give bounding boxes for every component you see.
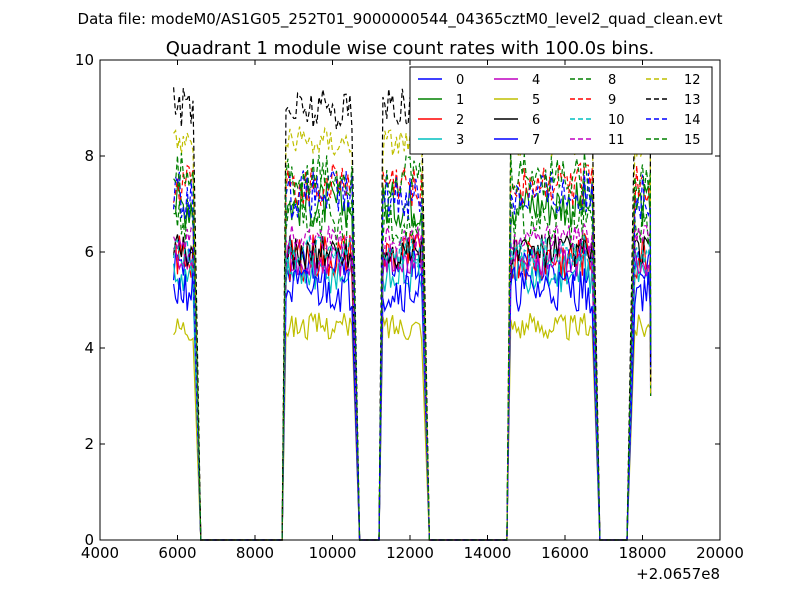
legend-label-1: 1 (456, 93, 464, 108)
x-axis-offset-label: +2.0657e8 (636, 565, 720, 583)
series-line-10 (173, 234, 652, 541)
legend-label-9: 9 (608, 93, 616, 108)
y-tick-label: 10 (75, 51, 94, 69)
x-tick-label: 8000 (236, 544, 274, 562)
y-tick-label: 4 (84, 339, 94, 357)
y-tick-label: 0 (84, 531, 94, 549)
legend-label-4: 4 (532, 73, 540, 88)
legend-label-15: 15 (684, 133, 701, 148)
x-tick-label: 12000 (386, 544, 434, 562)
legend-label-6: 6 (532, 113, 540, 128)
x-tick-label: 16000 (541, 544, 589, 562)
legend-label-0: 0 (456, 73, 464, 88)
legend-label-7: 7 (532, 133, 540, 148)
series-line-11 (173, 222, 652, 541)
y-tick-label: 6 (84, 243, 94, 261)
x-tick-label: 20000 (696, 544, 744, 562)
x-tick-label: 18000 (619, 544, 667, 562)
legend-label-12: 12 (684, 73, 701, 88)
legend-label-2: 2 (456, 113, 464, 128)
series-line-9 (173, 162, 652, 541)
x-tick-label: 14000 (464, 544, 512, 562)
x-tick-label: 6000 (158, 544, 196, 562)
series-line-4 (173, 245, 652, 541)
ticks-layer: 4000 6000 8000 10000 12000 14000 16000 18000 200… (75, 51, 744, 562)
chart-title: Quadrant 1 module wise count rates with … (166, 38, 655, 59)
legend-label-11: 11 (608, 133, 625, 148)
x-tick-label: 4000 (81, 544, 119, 562)
series-line-7 (173, 265, 652, 541)
x-tick-label: 10000 (309, 544, 357, 562)
series-line-15 (173, 152, 652, 541)
legend-label-5: 5 (532, 93, 540, 108)
y-tick-label: 2 (84, 435, 94, 453)
legend-frame (409, 66, 713, 155)
figure-suptitle: Data file: modeM0/AS1G05_252T01_90000005… (78, 10, 723, 29)
series-line-8 (173, 196, 652, 541)
legend-label-8: 8 (608, 73, 616, 88)
legend-label-3: 3 (456, 133, 464, 148)
series-line-14 (173, 168, 652, 541)
legend-label-13: 13 (684, 93, 701, 108)
y-tick-label: 8 (84, 147, 94, 165)
legend-label-14: 14 (684, 113, 701, 128)
series-line-5 (173, 312, 652, 541)
legend-label-10: 10 (608, 113, 625, 128)
